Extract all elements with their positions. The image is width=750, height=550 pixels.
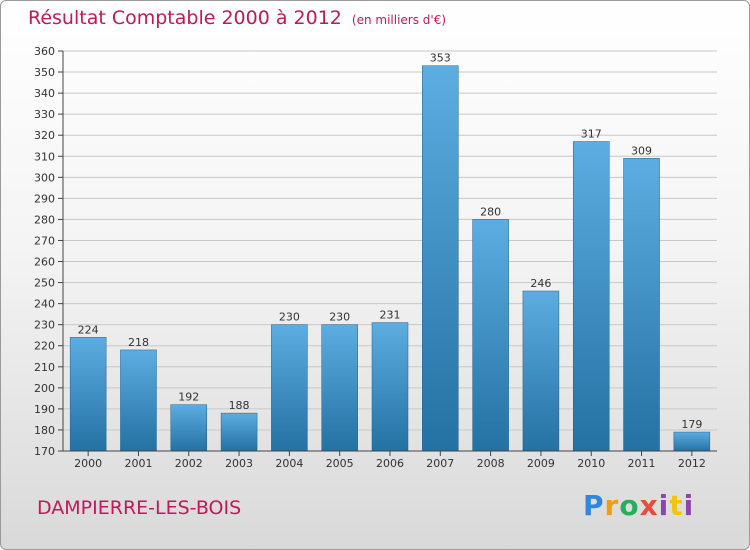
commune-name: DAMPIERRE-LES-BOIS <box>37 497 242 519</box>
bar-2006[interactable] <box>371 322 409 452</box>
y-tick-label: 310 <box>34 150 55 163</box>
x-tick-label: 2010 <box>577 457 605 470</box>
logo-letter: P <box>583 489 605 522</box>
logo-letter: x <box>639 489 659 522</box>
bar-2011[interactable] <box>623 158 660 452</box>
bar-value-label: 179 <box>681 418 702 431</box>
logo-letter: t <box>669 489 684 522</box>
bar-2005[interactable] <box>321 324 358 452</box>
bar-value-label: 309 <box>631 144 652 157</box>
bar-series: 224 218 192 188 230 230 231 353 280 246 317 309 179 <box>69 52 711 452</box>
y-tick-label: 300 <box>34 171 55 184</box>
bar-2003[interactable] <box>220 412 258 452</box>
bar-2008[interactable] <box>472 219 509 452</box>
chart-title: Résultat Comptable 2000 à 2012 (en millie… <box>28 7 446 29</box>
bar-value-label: 230 <box>329 311 350 324</box>
x-tick-label: 2002 <box>175 457 203 470</box>
y-tick-label: 260 <box>34 256 55 269</box>
x-tick-label: 2004 <box>275 457 303 470</box>
x-tick-label: 2011 <box>628 457 656 470</box>
bar-2000[interactable] <box>69 337 107 452</box>
y-tick-label: 340 <box>34 87 55 100</box>
bar-value-label: 280 <box>480 205 501 218</box>
bar-value-label: 192 <box>178 391 199 404</box>
x-tick-label: 2008 <box>477 457 505 470</box>
bar-value-label: 188 <box>229 399 250 412</box>
x-axis: 2000 2001 2002 2003 2004 2005 2006 2007 2008 2009… <box>63 450 717 470</box>
bar-2001[interactable] <box>120 349 157 452</box>
x-tick-label: 2003 <box>225 457 253 470</box>
bar-2009[interactable] <box>522 290 560 452</box>
title-text: Résultat Comptable 2000 à 2012 <box>28 7 342 29</box>
x-tick-label: 2005 <box>326 457 354 470</box>
bar-2010[interactable] <box>572 141 610 452</box>
bar-value-label: 218 <box>128 336 149 349</box>
proxiti-logo[interactable]: Proxiti <box>583 489 694 522</box>
y-tick-label: 190 <box>34 403 55 416</box>
x-tick-label: 2001 <box>124 457 152 470</box>
y-tick-label: 330 <box>34 108 55 121</box>
y-tick-label: 360 <box>34 45 55 58</box>
title-unit: (en milliers d'€) <box>351 13 447 27</box>
y-tick-label: 270 <box>34 234 55 247</box>
y-tick-label: 200 <box>34 382 55 395</box>
bar-value-label: 230 <box>279 311 300 324</box>
bar-2012[interactable] <box>673 431 711 452</box>
logo-letter: r <box>604 489 620 522</box>
y-tick-label: 290 <box>34 192 55 205</box>
x-tick-label: 2000 <box>74 457 102 470</box>
bar-2007[interactable] <box>422 65 459 452</box>
y-tick-label: 280 <box>34 213 55 226</box>
y-tick-label: 350 <box>34 66 55 79</box>
bar-value-label: 317 <box>581 128 602 141</box>
bar-value-label: 231 <box>380 309 401 322</box>
x-tick-label: 2012 <box>678 457 706 470</box>
bar-value-label: 246 <box>530 277 551 290</box>
y-tick-label: 180 <box>34 424 55 437</box>
y-tick-label: 250 <box>34 277 55 290</box>
y-tick-label: 220 <box>34 340 55 353</box>
x-tick-label: 2007 <box>426 457 454 470</box>
x-tick-label: 2009 <box>527 457 555 470</box>
logo-letter: i <box>658 489 670 522</box>
bar-value-label: 224 <box>78 323 99 336</box>
y-tick-label: 320 <box>34 129 55 142</box>
y-tick-label: 230 <box>34 319 55 332</box>
y-tick-label: 240 <box>34 298 55 311</box>
logo-letter: o <box>619 489 640 522</box>
logo-letter: i <box>683 489 695 522</box>
bar-value-label: 353 <box>430 52 451 65</box>
y-tick-label: 170 <box>34 445 55 458</box>
x-tick-label: 2006 <box>376 457 404 470</box>
bar-2004[interactable] <box>271 324 308 452</box>
bar-2002[interactable] <box>170 404 208 452</box>
y-axis: 170 180 190 200 210 220 230 240 250 260 270 280 290 3… <box>34 45 64 458</box>
y-tick-label: 210 <box>34 361 55 374</box>
